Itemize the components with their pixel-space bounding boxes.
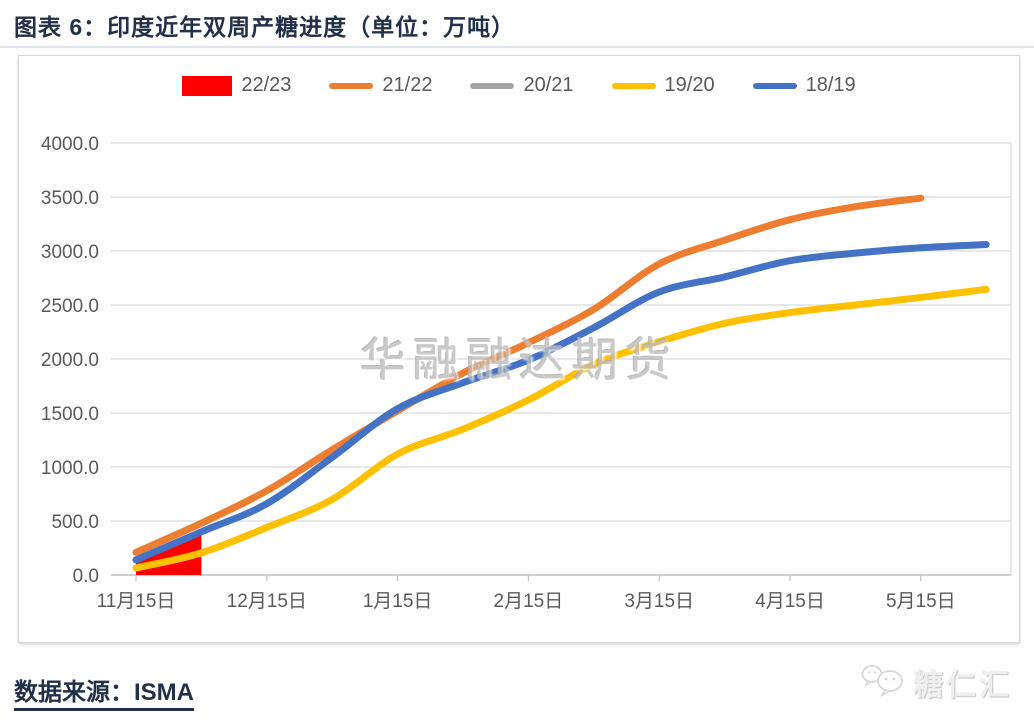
series-line-21-22 xyxy=(132,194,925,556)
legend-item-21-22: 21/22 xyxy=(329,74,432,97)
chart-container: 22/23 21/22 20/21 19/20 18/19 0.0 500.0 1000.0… xyxy=(18,55,1020,643)
legend-item-20-21: 20/21 xyxy=(470,74,574,97)
x-axis-label: 12月15日 xyxy=(227,591,307,612)
chart-legend: 22/23 21/22 20/21 19/20 18/19 xyxy=(19,74,1019,97)
x-axis-label: 4月15日 xyxy=(755,591,825,612)
y-axis-label: 3000.0 xyxy=(41,242,99,263)
data-source-label: 数据来源：ISMA xyxy=(14,679,194,711)
legend-swatch-22-23 xyxy=(182,75,233,96)
x-axis-label: 11月15日 xyxy=(97,591,176,612)
legend-label-19-20: 19/20 xyxy=(664,74,715,96)
legend-label-22-23: 22/23 xyxy=(241,74,292,96)
legend-item-22-23: 22/23 xyxy=(182,74,291,97)
x-axis-label: 3月15日 xyxy=(624,591,694,612)
brand-logo: 糖仁汇 xyxy=(860,660,1012,704)
x-axis-label: 1月15日 xyxy=(363,591,433,612)
data-source-note: 数据来源：ISMA xyxy=(14,672,194,711)
y-axis-label: 3500.0 xyxy=(41,188,99,209)
x-axis-label: 2月15日 xyxy=(494,591,564,612)
x-axis-label: 5月15日 xyxy=(886,591,956,612)
legend-swatch-18-19 xyxy=(752,82,797,89)
legend-swatch-20-21 xyxy=(470,82,515,89)
y-axis-label: 1000.0 xyxy=(41,458,99,479)
chart-title: 图表 6：印度近年双周产糖进度（单位：万吨） xyxy=(14,14,516,40)
legend-label-18-19: 18/19 xyxy=(805,74,856,96)
watermark-text: 华融融达期货 xyxy=(360,333,678,387)
legend-swatch-21-22 xyxy=(329,82,374,89)
y-axis-label: 1500.0 xyxy=(41,404,99,425)
legend-item-19-20: 19/20 xyxy=(611,74,715,97)
wechat-chat-bubbles-icon xyxy=(861,665,903,697)
chart-plot-area: 0.0 500.0 1000.0 1500.0 2000.0 2500.0 3000.0 35… xyxy=(41,134,1012,612)
legend-label-20-21: 20/21 xyxy=(523,74,574,96)
legend-swatch-19-20 xyxy=(611,82,656,89)
series-line-19-20 xyxy=(132,285,990,572)
y-axis-label: 4000.0 xyxy=(41,134,99,155)
y-axis-label: 500.0 xyxy=(51,512,99,533)
y-axis-label: 0.0 xyxy=(73,566,99,587)
y-axis-label: 2500.0 xyxy=(41,296,99,317)
brand-name: 糖仁汇 xyxy=(913,669,1012,702)
y-axis-label: 2000.0 xyxy=(41,350,99,371)
series-line-18-19 xyxy=(132,241,990,564)
legend-item-18-19: 18/19 xyxy=(752,74,856,97)
legend-label-21-22: 21/22 xyxy=(382,74,433,96)
title-divider xyxy=(0,46,1034,48)
